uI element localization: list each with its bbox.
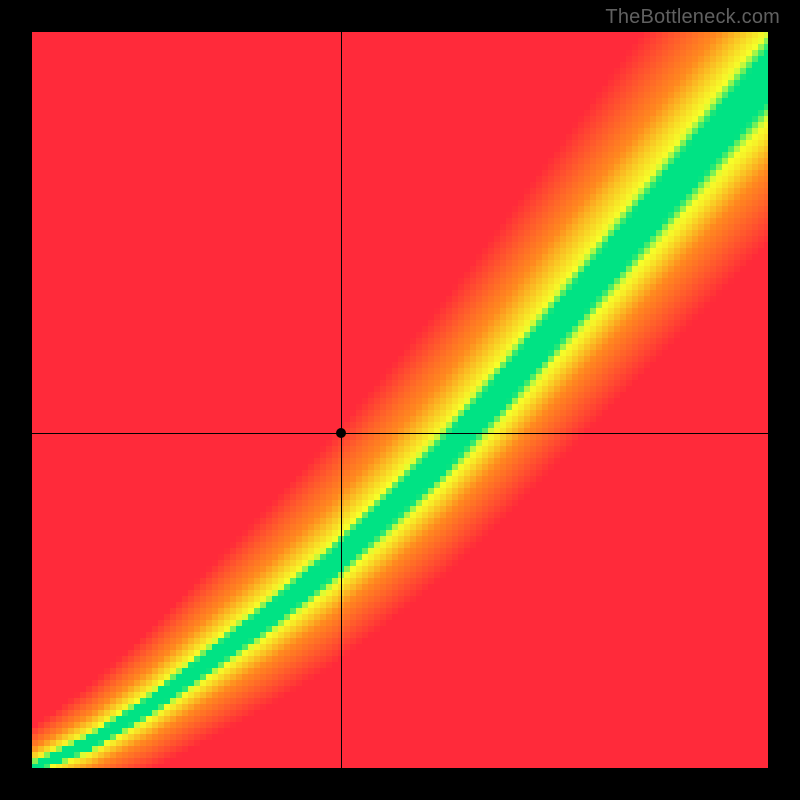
crosshair-vertical — [341, 32, 342, 768]
crosshair-marker — [336, 428, 346, 438]
crosshair-horizontal — [32, 433, 768, 434]
plot-area — [32, 32, 768, 768]
heatmap-surface — [32, 32, 768, 768]
chart-root: TheBottleneck.com — [0, 0, 800, 800]
watermark-label: TheBottleneck.com — [605, 6, 780, 29]
